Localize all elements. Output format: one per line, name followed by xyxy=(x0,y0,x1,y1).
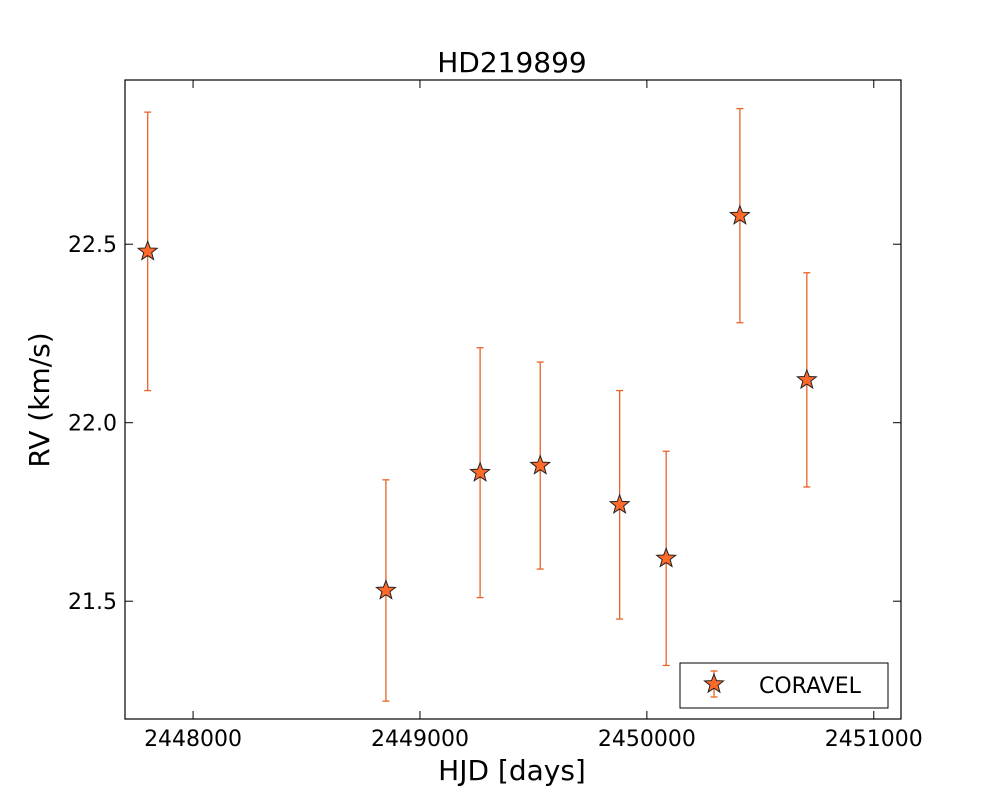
x-axis-label: HJD [days] xyxy=(438,754,586,787)
data-series-coravel xyxy=(136,107,818,702)
star-marker xyxy=(375,579,397,600)
data-point xyxy=(795,272,818,488)
y-tick-label: 21.5 xyxy=(68,590,117,615)
y-tick-label: 22.5 xyxy=(68,233,117,258)
data-point xyxy=(608,389,631,620)
star-marker xyxy=(655,546,678,568)
x-tick-label: 2450000 xyxy=(598,727,696,752)
y-tick-label: 22.0 xyxy=(68,412,117,437)
chart-title: HD219899 xyxy=(437,46,587,79)
x-tick-label: 2449000 xyxy=(371,727,469,752)
star-marker xyxy=(795,368,818,390)
y-axis-label: RV (km/s) xyxy=(23,332,56,467)
legend-star-icon xyxy=(703,672,725,694)
plot-area xyxy=(124,79,902,720)
star-marker xyxy=(608,493,631,515)
data-point xyxy=(655,450,678,667)
star-marker xyxy=(136,239,159,261)
x-tick-label: 2448000 xyxy=(144,727,242,752)
star-marker xyxy=(469,461,491,482)
legend: CORAVEL xyxy=(679,662,889,709)
legend-symbol xyxy=(703,670,725,698)
y-axis-ticks: 21.5 22.0 22.5 xyxy=(68,233,901,615)
x-tick-label: 2451000 xyxy=(825,727,923,752)
data-point xyxy=(529,361,552,570)
data-point xyxy=(729,107,751,324)
star-marker xyxy=(729,204,751,225)
x-axis-ticks: 2448000 2449000 2450000 2451000 xyxy=(144,80,923,752)
data-point xyxy=(375,479,397,702)
star-marker xyxy=(529,454,552,475)
data-point xyxy=(469,347,491,599)
data-point xyxy=(136,111,159,392)
legend-label: CORAVEL xyxy=(759,674,862,699)
